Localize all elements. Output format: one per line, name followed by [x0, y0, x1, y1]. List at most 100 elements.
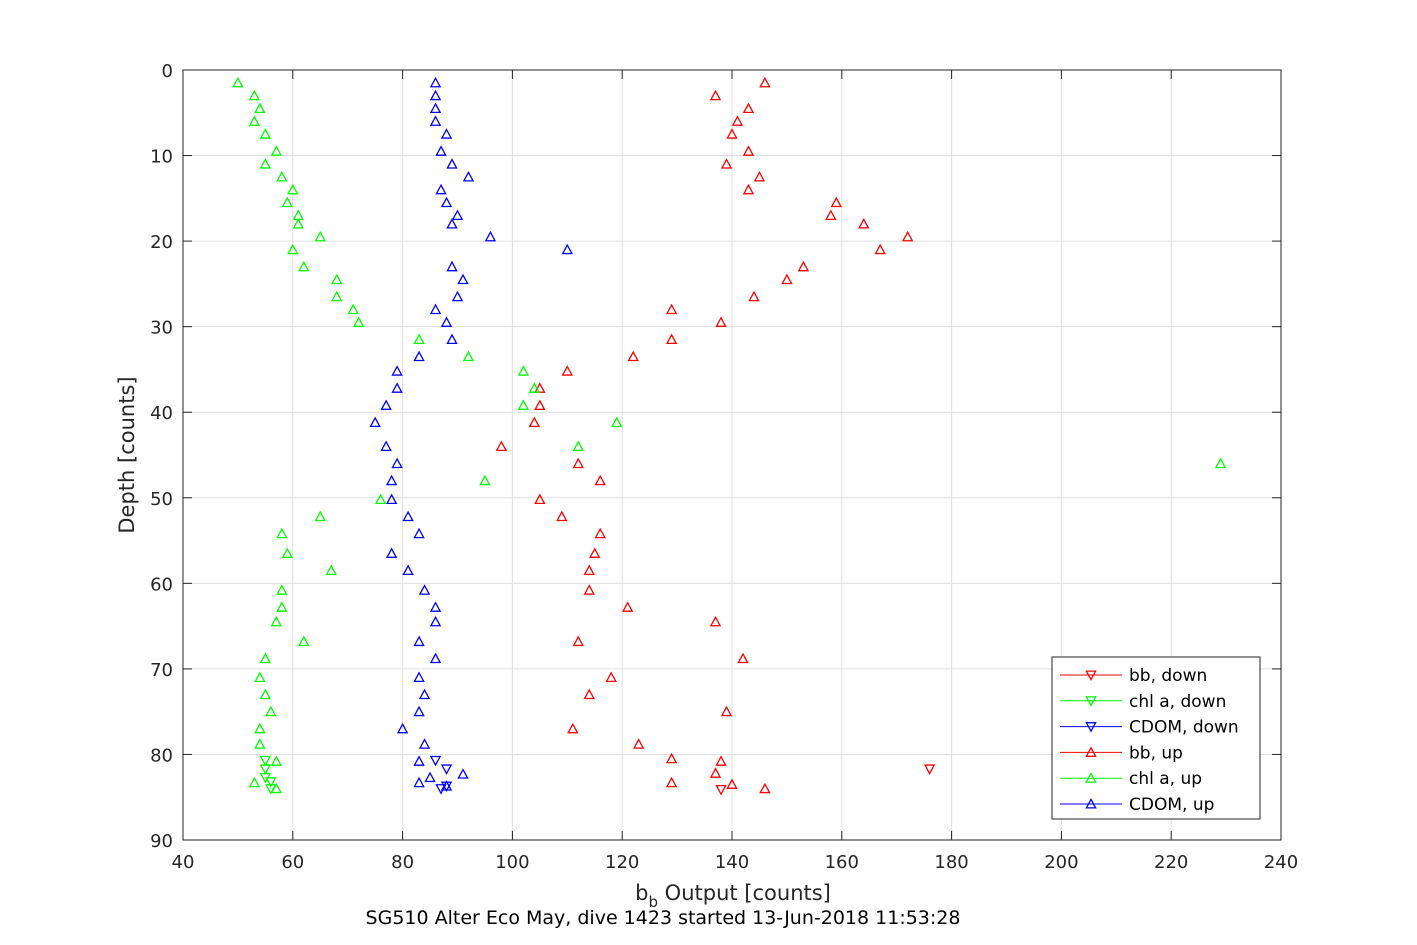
data-point [440, 316, 453, 327]
data-point [561, 243, 573, 255]
data-point [830, 196, 843, 208]
x-tick-label: 80 [391, 852, 414, 873]
data-point [352, 316, 365, 327]
x-tick-label: 220 [1154, 852, 1188, 873]
legend-label: CDOM, up [1129, 795, 1214, 815]
legend-entry: bb, up [1060, 743, 1183, 763]
data-point [753, 170, 766, 182]
data-point [720, 158, 733, 169]
data-point [424, 771, 436, 783]
x-tick-label: 60 [281, 852, 304, 873]
y-tick-label: 40 [150, 403, 173, 424]
y-tick-label: 70 [150, 660, 173, 681]
data-point [270, 755, 283, 766]
data-point [259, 652, 272, 664]
x-tick-label: 180 [934, 852, 968, 873]
data-point [385, 493, 398, 505]
y-tick-label: 60 [150, 574, 173, 595]
data-point [298, 260, 310, 272]
data-point [742, 102, 755, 114]
data-point [314, 510, 326, 522]
data-point [429, 652, 442, 664]
data-point [276, 170, 288, 182]
data-point [457, 768, 469, 779]
data-point [287, 243, 299, 255]
legend-entry: chl a, down [1060, 692, 1226, 712]
data-point [270, 782, 283, 794]
data-point [265, 777, 277, 788]
data-point [380, 440, 392, 452]
data-point [374, 493, 387, 505]
data-point [418, 688, 431, 700]
data-point [402, 564, 414, 576]
data-point [259, 158, 272, 169]
data-point [720, 705, 733, 717]
data-point [402, 510, 414, 522]
data-point [413, 776, 425, 788]
data-point [347, 303, 359, 315]
x-axis-label: bb Output [counts] [635, 881, 831, 911]
data-point [517, 365, 530, 376]
data-point [276, 601, 288, 612]
data-point [418, 738, 431, 749]
data-point [281, 547, 294, 558]
data-point [825, 209, 837, 221]
data-point [748, 290, 760, 302]
data-point [528, 382, 541, 393]
data-point [572, 440, 584, 452]
series-1 [259, 755, 277, 795]
data-point [413, 333, 425, 345]
data-point [446, 218, 458, 229]
data-point [665, 333, 678, 345]
x-tick-label: 40 [172, 852, 195, 873]
data-point [276, 584, 288, 595]
legend-marker [1085, 746, 1097, 757]
data-point [276, 527, 288, 539]
data-point [759, 782, 771, 794]
data-point [254, 738, 266, 749]
y-axis-ticks: 0 10 20 30 40 50 60 70 80 90 [150, 61, 1281, 852]
data-point [534, 382, 546, 393]
data-point [429, 601, 442, 612]
data-point [534, 493, 546, 505]
series-5 [369, 76, 573, 791]
x-tick-label: 200 [1044, 852, 1078, 873]
data-point [314, 230, 326, 242]
legend-marker [1085, 798, 1097, 809]
data-point [567, 722, 579, 734]
y-tick-label: 30 [150, 318, 173, 339]
data-markers [232, 76, 1227, 796]
data-point [413, 755, 425, 766]
data-point [901, 230, 914, 242]
data-point [715, 755, 727, 766]
y-tick-label: 80 [150, 745, 173, 766]
x-axis-ticks: 40 60 80 100 120 140 160 180 200 220 240 [172, 70, 1298, 873]
data-point [391, 457, 403, 469]
data-point [534, 399, 546, 410]
data-point [462, 170, 475, 182]
y-tick-label: 0 [162, 61, 173, 82]
data-point [446, 158, 458, 169]
data-point [583, 688, 595, 700]
data-point [429, 303, 442, 315]
data-point [440, 764, 453, 775]
data-point [627, 350, 639, 362]
data-point [742, 183, 755, 195]
data-point [874, 243, 886, 255]
data-point [665, 752, 678, 764]
data-point [385, 474, 398, 486]
y-tick-label: 50 [150, 489, 173, 510]
legend-entry: chl a, up [1060, 769, 1202, 789]
data-point [429, 755, 442, 767]
data-point [594, 474, 606, 486]
legend-label: bb, down [1129, 666, 1207, 686]
data-point [556, 510, 568, 522]
legend-marker [1085, 722, 1097, 733]
y-tick-label: 20 [150, 232, 173, 253]
legend-marker [1085, 772, 1097, 783]
legend-box [1051, 656, 1261, 820]
data-point [440, 128, 453, 139]
data-point [1214, 457, 1227, 469]
data-point [709, 89, 722, 101]
data-point [528, 416, 541, 428]
